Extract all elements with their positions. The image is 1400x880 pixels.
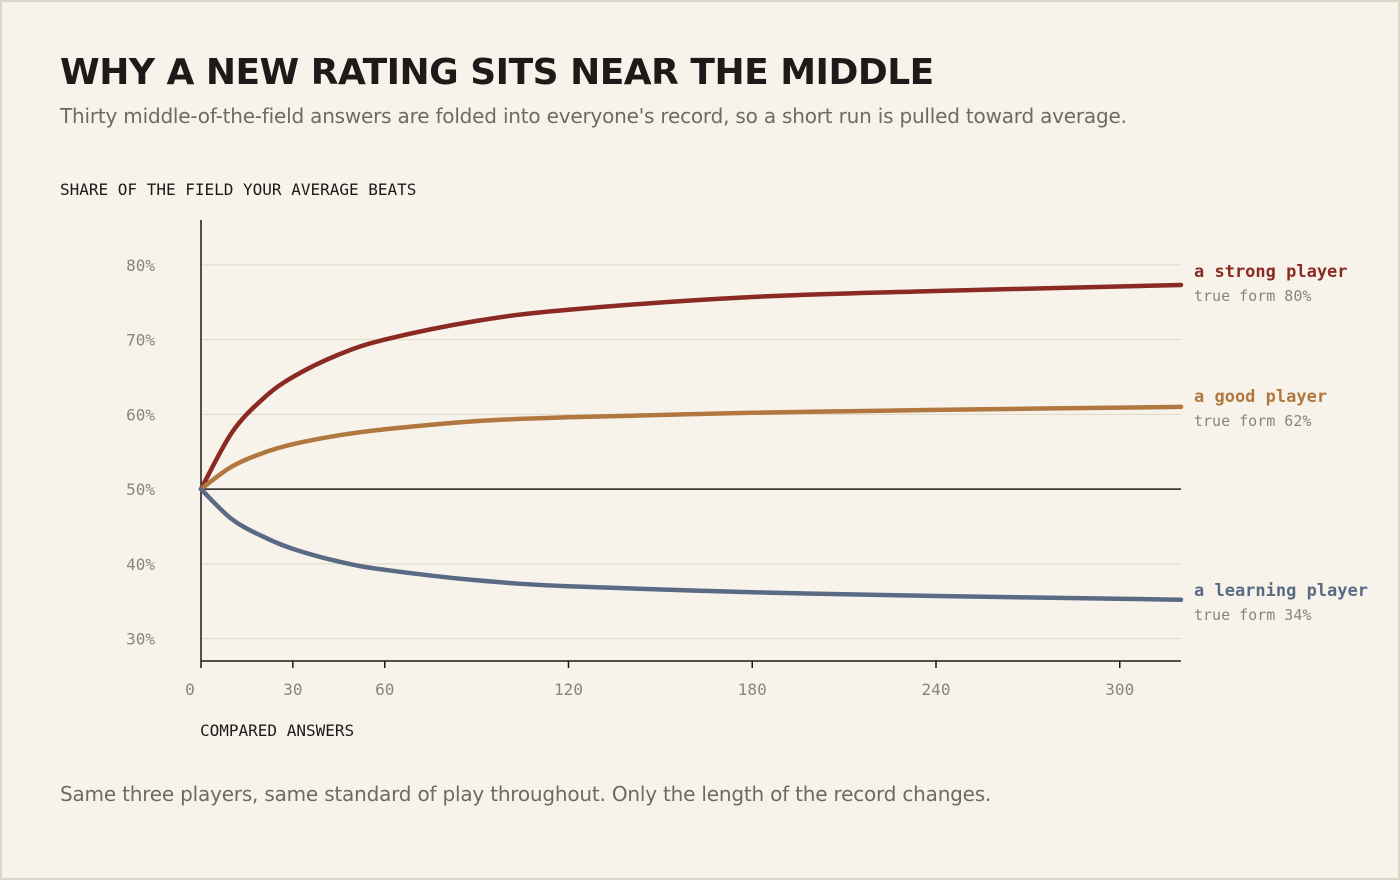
x-tick-label: 30: [283, 680, 302, 699]
y-tick-label: 70%: [126, 331, 155, 350]
x-axis-label: COMPARED ANSWERS: [200, 721, 355, 740]
y-tick-label: 30%: [126, 630, 155, 649]
series-line-a-good-player: [198, 404, 1184, 492]
series-line-a-learning-player: [198, 486, 1184, 602]
axes: 30% 40% 50% 60% 70% 80% 0 30 60 120 180 240 300: [126, 220, 1181, 699]
series-lines: [198, 282, 1184, 602]
chart-title: WHY A NEW RATING SITS NEAR THE MIDDLE: [60, 52, 934, 93]
series-detail-a-good-player: true form 62%: [1194, 412, 1311, 430]
series-detail-a-strong-player: true form 80%: [1194, 287, 1311, 305]
series-line-a-strong-player: [198, 282, 1184, 492]
y-tick-label: 40%: [126, 555, 155, 574]
x-tick-label: 60: [375, 680, 394, 699]
y-tick-label: 80%: [126, 256, 155, 275]
x-tick-label: 180: [738, 680, 767, 699]
gridlines: [201, 264, 1181, 640]
series-labels: a strong player true form 80% a good playe…: [1194, 262, 1368, 624]
chart-subtitle: Thirty middle-of-the-field answers are f…: [60, 104, 1127, 128]
series-label-a-good-player: a good player: [1194, 387, 1327, 407]
x-tick-label: 240: [922, 680, 951, 699]
series-label-a-strong-player: a strong player: [1194, 262, 1348, 282]
x-tick-label: 300: [1105, 680, 1134, 699]
footnote: Same three players, same standard of pla…: [60, 782, 992, 806]
y-tick-label: 60%: [126, 405, 155, 424]
series-label-a-learning-player: a learning player: [1194, 581, 1368, 601]
y-tick-label: 50%: [126, 480, 155, 499]
x-tick-label: 0: [185, 680, 195, 699]
y-axis-label: SHARE OF THE FIELD YOUR AVERAGE BEATS: [60, 180, 417, 199]
series-detail-a-learning-player: true form 34%: [1194, 606, 1311, 624]
x-tick-label: 120: [554, 680, 583, 699]
